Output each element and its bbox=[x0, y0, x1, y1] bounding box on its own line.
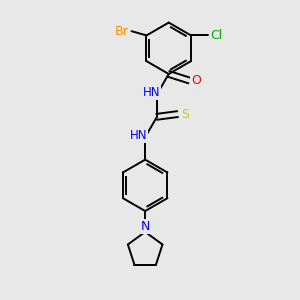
Text: S: S bbox=[181, 108, 189, 121]
Text: HN: HN bbox=[130, 129, 148, 142]
Text: O: O bbox=[191, 74, 201, 87]
Text: Br: Br bbox=[115, 25, 129, 38]
Text: N: N bbox=[140, 220, 150, 233]
Text: Cl: Cl bbox=[210, 29, 222, 42]
Text: HN: HN bbox=[143, 86, 160, 99]
